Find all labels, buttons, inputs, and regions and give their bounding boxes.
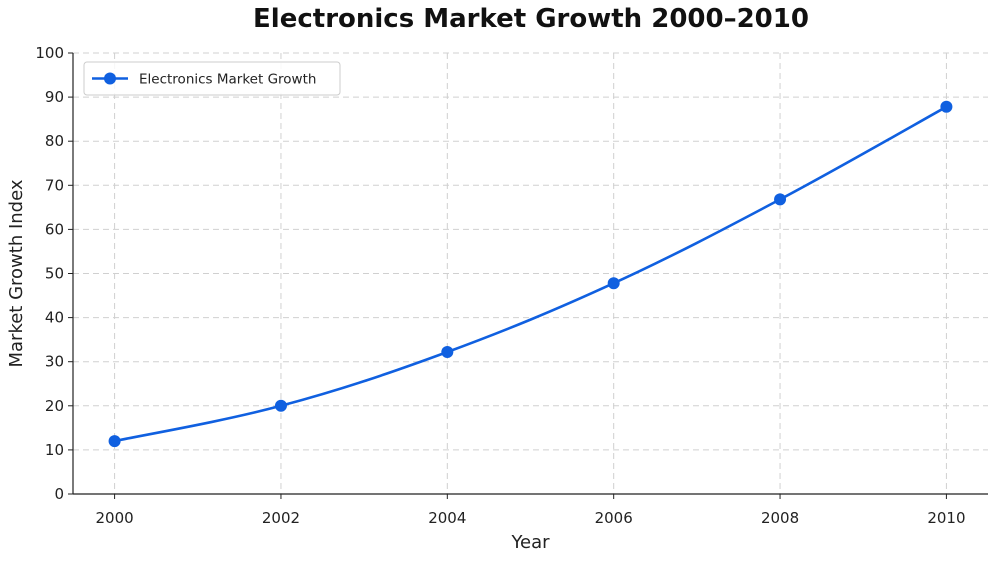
grid xyxy=(73,52,988,494)
x-tick-label: 2010 xyxy=(927,509,965,527)
y-tick-label: 80 xyxy=(45,132,64,150)
data-point xyxy=(940,100,953,113)
x-tick-label: 2008 xyxy=(761,509,799,527)
x-tick-label: 2002 xyxy=(262,509,300,527)
y-tick-label: 100 xyxy=(35,44,64,62)
legend: Electronics Market Growth xyxy=(83,61,341,96)
legend-box xyxy=(83,61,341,96)
y-tick-label: 40 xyxy=(45,309,64,327)
y-axis-title: Market Growth Index xyxy=(6,179,27,367)
data-point xyxy=(607,277,620,290)
y-tick-label: 20 xyxy=(45,397,64,415)
chart-title: Electronics Market Growth 2000–2010 xyxy=(253,4,809,34)
legend-marker xyxy=(104,72,116,85)
x-tick-label: 2000 xyxy=(95,509,133,527)
y-tick-label: 90 xyxy=(45,88,64,106)
data-point xyxy=(774,193,787,206)
data-point xyxy=(274,399,287,412)
series xyxy=(108,100,953,448)
x-axis-title: Year xyxy=(510,532,550,553)
x-ticks: 2000 2002 2004 2006 2008 2010 xyxy=(95,494,966,527)
y-ticks: 0 10 20 30 40 50 60 70 80 90 100 xyxy=(35,44,73,503)
y-tick-label: 60 xyxy=(45,220,64,238)
data-point xyxy=(441,345,454,358)
axes xyxy=(72,53,988,495)
data-point xyxy=(108,435,121,448)
series-line xyxy=(114,105,948,443)
y-tick-label: 30 xyxy=(45,353,64,371)
y-tick-label: 50 xyxy=(45,265,64,283)
legend-label: Electronics Market Growth xyxy=(139,72,316,88)
x-tick-label: 2004 xyxy=(428,509,466,527)
y-tick-label: 0 xyxy=(54,485,64,503)
y-tick-label: 70 xyxy=(45,176,64,194)
x-tick-label: 2006 xyxy=(595,509,633,527)
y-tick-label: 10 xyxy=(45,441,64,459)
